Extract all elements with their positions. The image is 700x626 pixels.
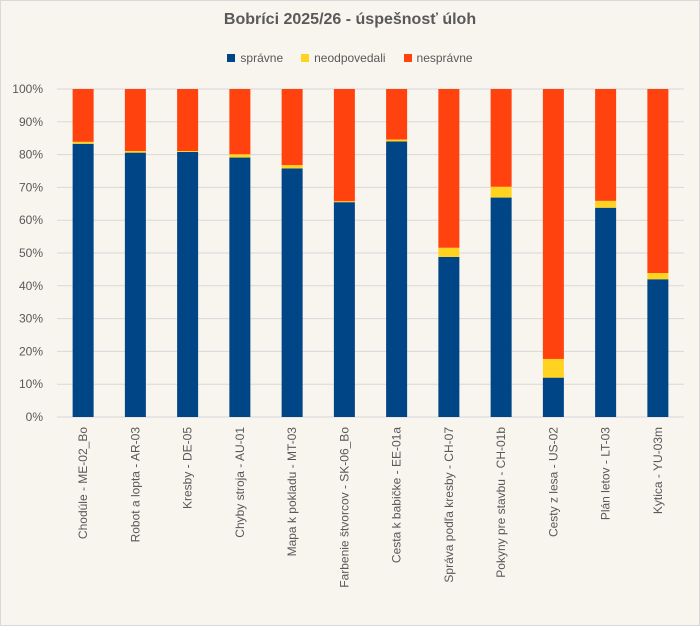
bar-segment — [72, 143, 94, 417]
bar-segment — [595, 200, 617, 208]
bar-segment — [281, 165, 303, 169]
bar-segment — [124, 89, 146, 151]
bar-segment — [177, 150, 199, 152]
legend-swatch — [227, 54, 236, 62]
bar-segment — [124, 152, 146, 417]
bar-segment — [595, 207, 617, 417]
bar-segment — [647, 279, 669, 417]
bar-segment — [333, 201, 355, 203]
legend-label: nesprávne — [416, 51, 473, 65]
x-tick-label: Chodúle - ME-02_Bo — [76, 427, 90, 539]
y-tick-label: 0% — [26, 410, 44, 424]
x-tick-label: Pokyny pre stavbu - CH-01b — [494, 427, 508, 578]
x-tick-label: Chyby stroja - AU-01 — [233, 427, 247, 538]
bar-segment — [177, 89, 199, 151]
bar-segment — [542, 89, 564, 359]
x-tick-label: Kytica - YU-03m — [651, 427, 665, 514]
legend-item-spravne: správne — [227, 51, 283, 65]
bar-segment — [72, 89, 94, 142]
legend-swatch — [301, 54, 310, 62]
bar-segment — [229, 89, 251, 155]
bar-segment — [386, 141, 408, 418]
x-tick-label: Robot a lopta - AR-03 — [128, 427, 142, 543]
bar-segment — [386, 89, 408, 140]
bar-segment — [438, 247, 460, 257]
legend-label: správne — [240, 51, 284, 65]
x-tick-label: Správa podľa kresby - CH-07 — [442, 427, 456, 583]
bar-segment — [333, 202, 355, 417]
bar-segment — [72, 141, 94, 144]
legend-label: neodpovedali — [314, 51, 386, 65]
x-tick-label: Plán letov - LT-03 — [599, 427, 613, 520]
y-tick-label: 10% — [19, 377, 43, 391]
x-tick-label: Cesta k babičke - EE-01a — [390, 427, 404, 563]
bar-segment — [542, 358, 564, 378]
bar-segment — [542, 377, 564, 417]
bar-segment — [124, 150, 146, 153]
legend: správne neodpovedali nesprávne — [1, 51, 699, 65]
bar-segment — [281, 168, 303, 417]
x-tick-label: Mapa k pokladu - MT-03 — [285, 427, 299, 557]
y-tick-label: 20% — [19, 344, 43, 358]
y-tick-label: 50% — [19, 246, 43, 260]
bar-segment — [647, 273, 669, 280]
y-tick-label: 70% — [19, 180, 43, 194]
y-tick-label: 100% — [12, 82, 43, 96]
y-tick-label: 30% — [19, 312, 43, 326]
bar-segment — [595, 89, 617, 201]
y-tick-label: 40% — [19, 279, 43, 293]
legend-item-nespravne: nesprávne — [403, 51, 473, 65]
bar-segment — [490, 89, 512, 187]
y-tick-label: 80% — [19, 148, 43, 162]
bar-segment — [229, 157, 251, 417]
bar-segment — [229, 154, 251, 158]
bar-segment — [490, 197, 512, 417]
y-tick-label: 90% — [19, 115, 43, 129]
bar-segment — [177, 151, 199, 417]
bar-segment — [647, 89, 669, 274]
chart-title: Bobríci 2025/26 - úspešnosť úloh — [223, 11, 477, 28]
bar-segment — [281, 89, 303, 166]
bar-segment — [490, 186, 512, 198]
bar-segment — [438, 89, 460, 248]
x-tick-label: Kresby - DE-05 — [181, 427, 195, 509]
x-tick-label: Farbenie štvorcov - SK-06_Bo — [337, 427, 351, 588]
legend-item-neodpovedali: neodpovedali — [301, 51, 386, 65]
legend-swatch — [403, 54, 412, 62]
y-tick-label: 60% — [19, 213, 43, 227]
bar-segment — [386, 139, 408, 142]
bar-segment — [438, 256, 460, 417]
bar-segment — [333, 89, 355, 202]
x-tick-label: Cesty z lesa - US-02 — [546, 427, 560, 537]
